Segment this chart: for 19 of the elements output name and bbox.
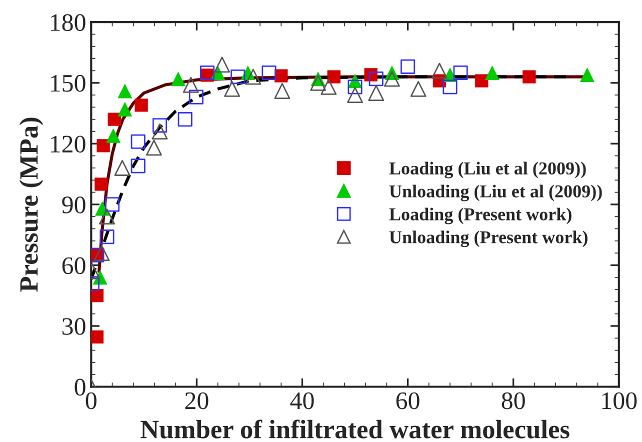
y-axis-title: Pressure (MPa) (19, 118, 44, 292)
x-axis-title: Number of infiltrated water molecules (140, 420, 570, 438)
y-tick-label: 90 (62, 196, 86, 214)
y-tick-label: 180 (51, 14, 86, 32)
x-tick-label: 60 (396, 392, 420, 410)
legend-label: Unloading (Present work) (389, 230, 588, 248)
x-tick-label: 20 (185, 392, 208, 410)
legend-label: Loading (Present work) (389, 208, 572, 224)
y-tick-label: 0 (74, 378, 86, 396)
y-tick-label: 60 (62, 257, 86, 274)
x-tick-label: 100 (602, 392, 637, 410)
x-tick-label: 0 (86, 392, 96, 410)
y-tick-label: 120 (51, 136, 86, 153)
x-tick-label: 40 (290, 392, 314, 410)
x-tick-label: 80 (502, 392, 525, 410)
y-tick-label: 150 (51, 74, 86, 92)
y-tick-label: 30 (62, 318, 86, 335)
legend-label: Unloading (Liu et al (2009)) (389, 184, 602, 202)
legend-label: Loading (Liu et al (2009)) (389, 162, 586, 178)
